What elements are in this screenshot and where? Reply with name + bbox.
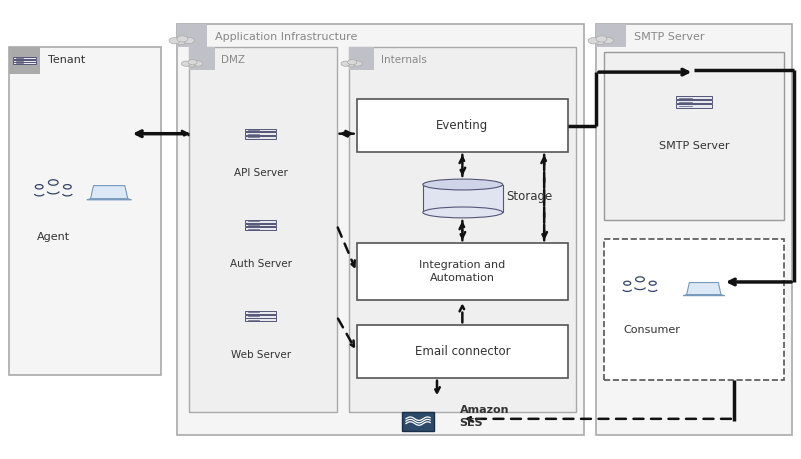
Bar [402, 412, 434, 431]
Bar [245, 129, 276, 131]
Text: SMTP Server: SMTP Server [659, 140, 730, 151]
Text: Integration and
Automation: Integration and Automation [419, 260, 505, 283]
Circle shape [353, 61, 362, 66]
Circle shape [602, 38, 614, 44]
Text: Agent: Agent [37, 232, 70, 242]
Text: SMTP Server: SMTP Server [634, 32, 705, 42]
Bar [189, 47, 336, 412]
Polygon shape [87, 199, 131, 200]
Bar [245, 315, 276, 318]
Text: Consumer: Consumer [623, 325, 680, 336]
Bar [14, 62, 36, 64]
Polygon shape [686, 282, 721, 295]
Bar [245, 220, 276, 223]
Bar [245, 224, 276, 226]
Polygon shape [683, 295, 725, 296]
Bar [10, 47, 161, 375]
Bar [348, 47, 374, 70]
Bar [177, 24, 207, 47]
Circle shape [341, 61, 350, 66]
Bar [245, 319, 276, 321]
Text: Tenant: Tenant [48, 55, 85, 65]
Text: Eventing: Eventing [437, 119, 489, 132]
Bar [177, 24, 584, 435]
Circle shape [347, 62, 356, 67]
Text: Storage: Storage [507, 190, 553, 203]
Text: Email connector: Email connector [415, 345, 510, 358]
Bar [676, 104, 712, 107]
Text: DMZ: DMZ [221, 55, 245, 65]
Bar [14, 60, 36, 62]
Bar [356, 243, 568, 300]
Polygon shape [91, 185, 128, 199]
Bar [423, 185, 503, 213]
Bar [676, 100, 712, 103]
Bar [356, 100, 568, 152]
Circle shape [588, 38, 599, 44]
Text: Application Infrastructure: Application Infrastructure [215, 32, 358, 42]
Ellipse shape [423, 207, 503, 218]
Bar [356, 325, 568, 378]
Text: API Server: API Server [234, 168, 288, 178]
Bar [676, 96, 712, 99]
Ellipse shape [423, 179, 503, 190]
Text: Internals: Internals [380, 55, 426, 65]
Bar [596, 24, 626, 47]
Bar [596, 24, 791, 435]
Bar [604, 239, 783, 380]
Circle shape [169, 38, 180, 44]
Text: Auth Server: Auth Server [230, 259, 292, 269]
Circle shape [177, 36, 188, 42]
Circle shape [594, 39, 606, 45]
Bar [245, 311, 276, 314]
Circle shape [193, 61, 203, 66]
Circle shape [175, 39, 187, 45]
Circle shape [348, 60, 356, 65]
Bar [10, 47, 40, 74]
Circle shape [183, 38, 195, 44]
Circle shape [187, 62, 196, 67]
Bar [245, 132, 276, 135]
Bar [189, 47, 215, 70]
Text: Web Server: Web Server [231, 350, 291, 360]
Circle shape [182, 61, 191, 66]
Bar [245, 136, 276, 139]
Circle shape [596, 36, 607, 42]
Bar [348, 47, 576, 412]
Bar [604, 51, 783, 220]
Bar [245, 227, 276, 230]
Text: Amazon
SES: Amazon SES [460, 405, 509, 428]
Bar [14, 57, 36, 59]
Circle shape [188, 60, 197, 65]
